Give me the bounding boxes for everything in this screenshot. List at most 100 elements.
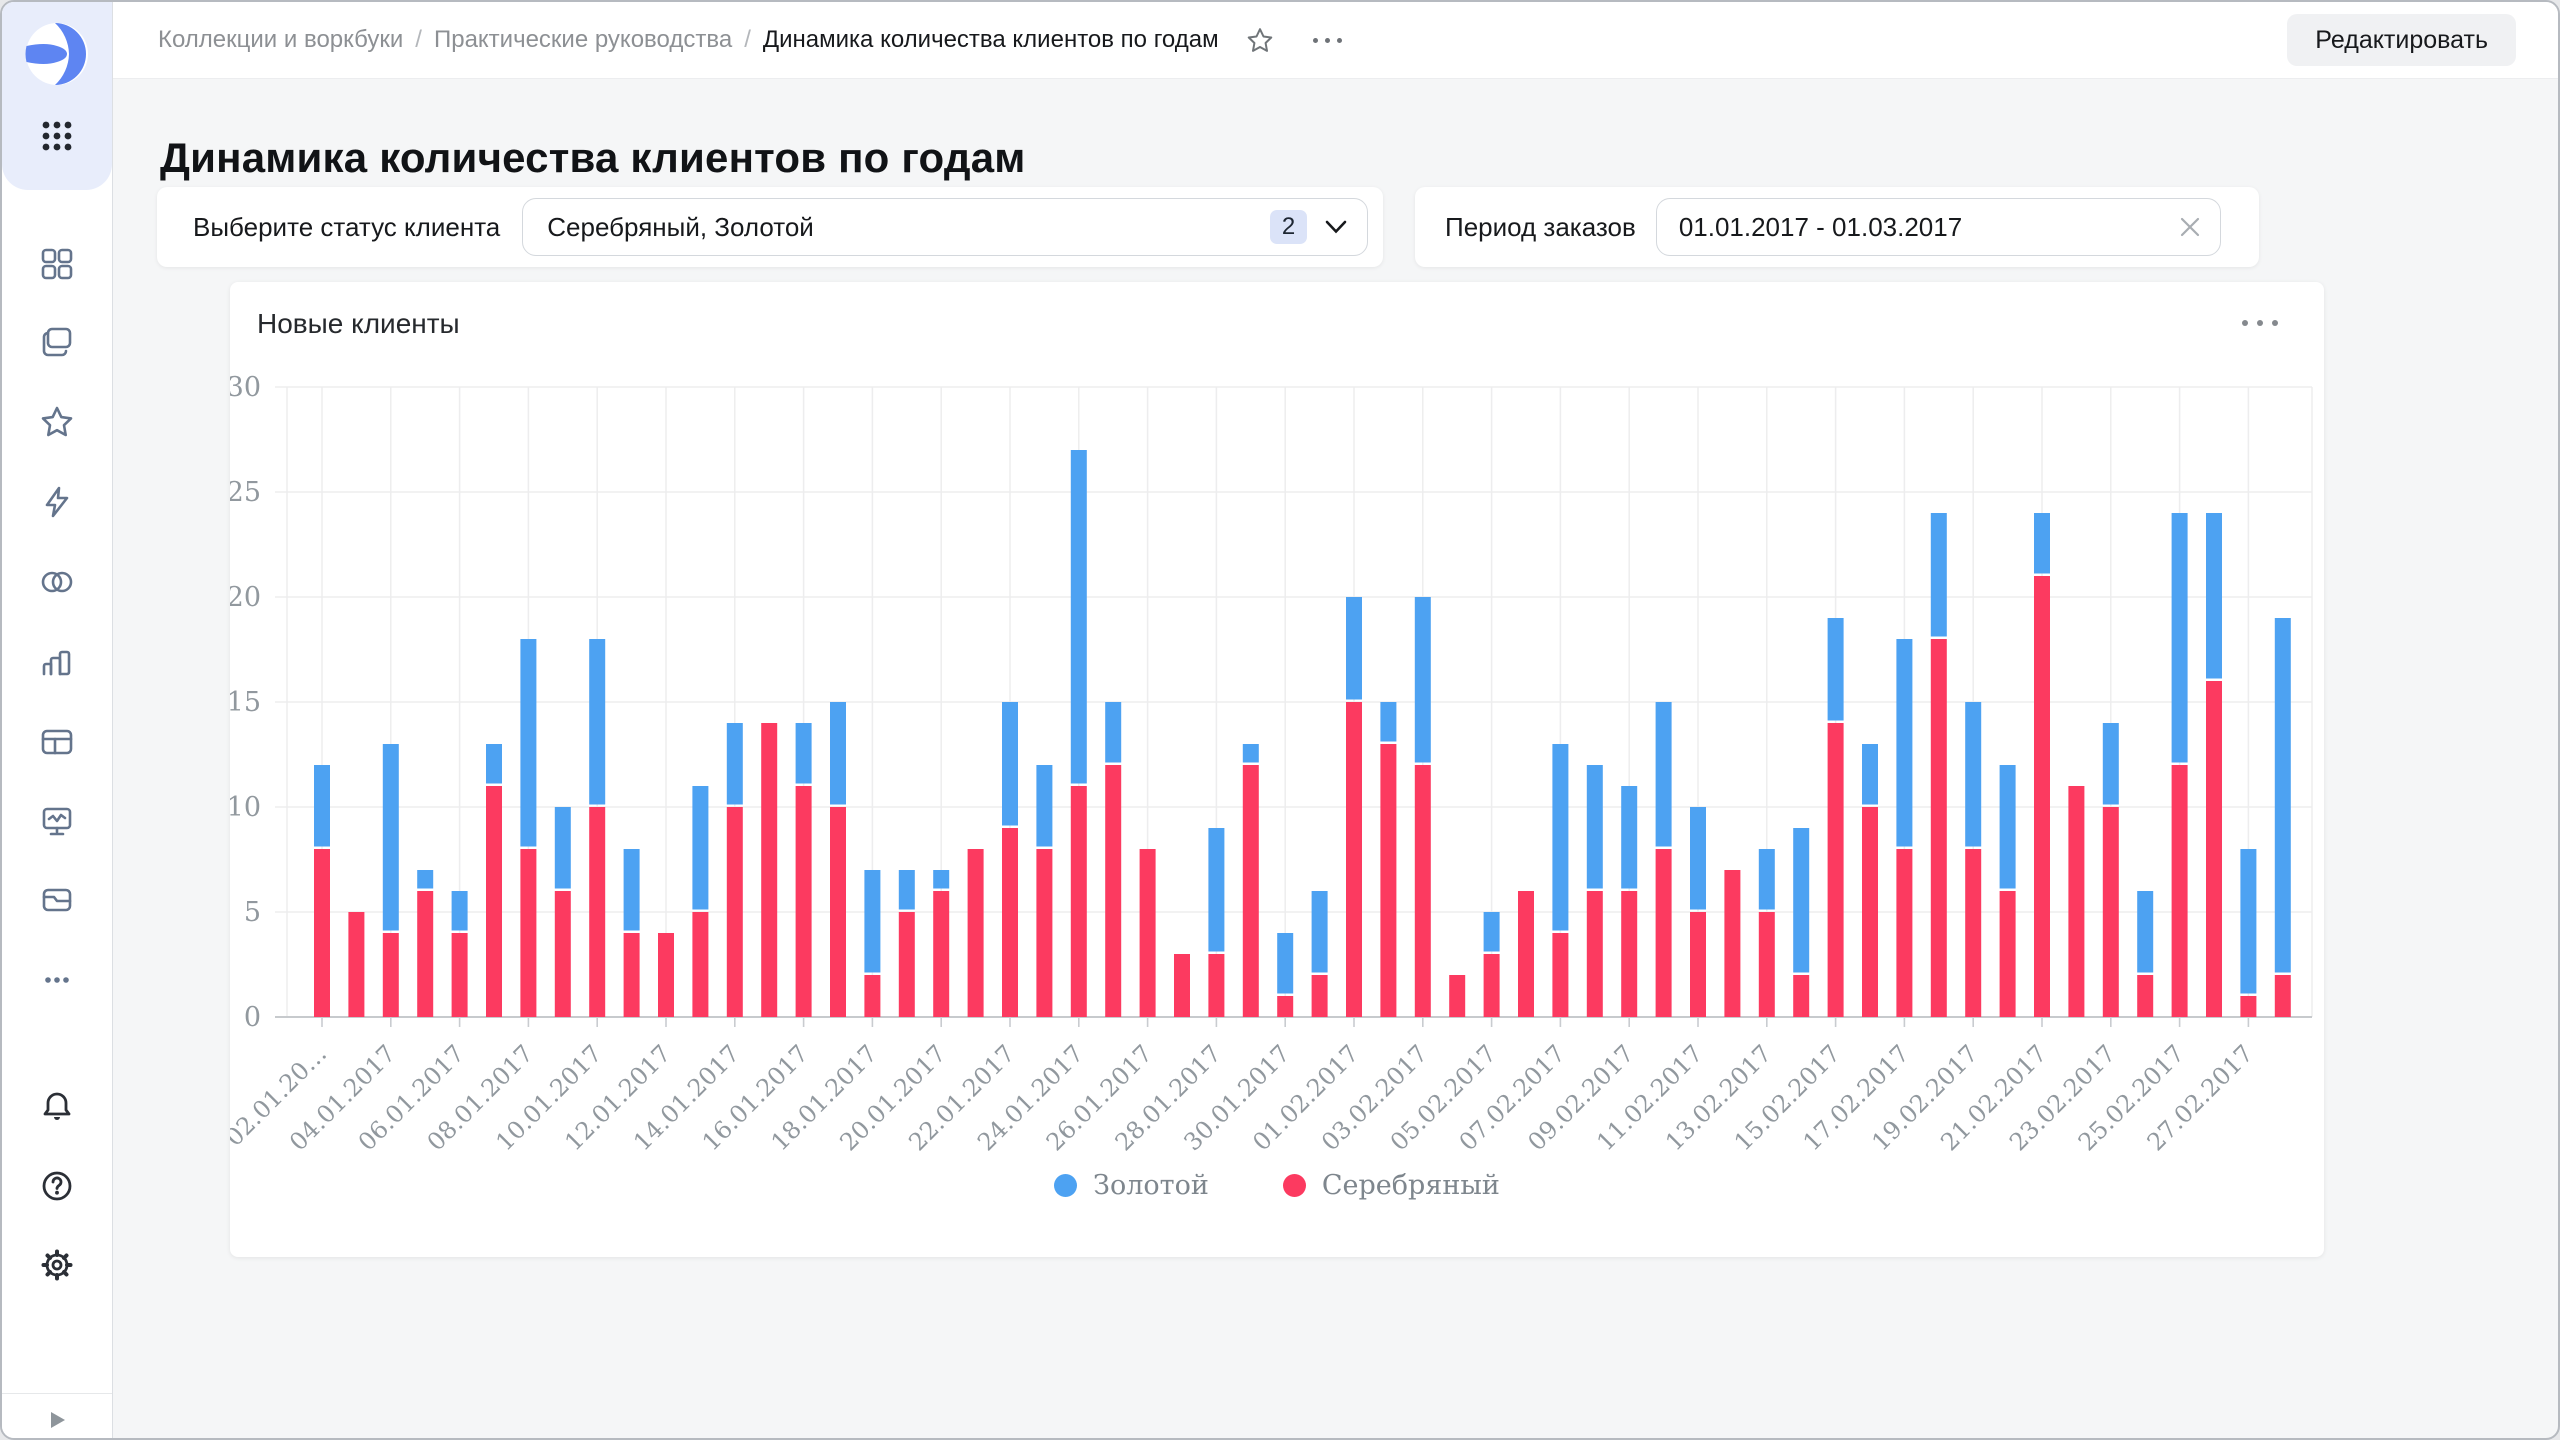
settings-gear-icon[interactable] (39, 1247, 75, 1283)
top-header: Коллекции и воркбуки / Практические руко… (113, 2, 2558, 79)
stacked-bar-chart[interactable]: 05101520253002.01.20…04.01.201706.01.201… (230, 282, 2324, 1162)
datalens-logo-icon[interactable] (25, 22, 89, 86)
period-date-value: 01.01.2017 - 01.03.2017 (1678, 211, 1963, 242)
breadcrumb-separator: / (744, 26, 751, 53)
notifications-bell-icon[interactable] (39, 1089, 75, 1125)
bar-segment-silver (1277, 996, 1294, 1017)
legend-dot-gold (1054, 1174, 1078, 1197)
chart-menu-icon[interactable] (2242, 320, 2278, 326)
legend-item-gold[interactable]: Золотой (1054, 1170, 1209, 1201)
bar-segment-gold (2240, 849, 2257, 994)
bar-segment-silver (2240, 996, 2257, 1017)
bar-segment-gold (2171, 513, 2188, 763)
page-title: Динамика количества клиентов по годам (160, 134, 1026, 182)
workbooks-icon[interactable] (39, 324, 75, 360)
bar-segment-gold (2102, 723, 2119, 805)
bar-segment-gold (692, 786, 709, 910)
y-tick-label: 5 (244, 897, 261, 928)
bar-segment-gold (795, 723, 812, 784)
bar-segment-gold (1999, 765, 2016, 889)
chart-legend: Золотой Серебряный (230, 1170, 2324, 1201)
collections-grid-icon[interactable] (39, 246, 75, 282)
bar-segment-silver (692, 912, 709, 1017)
bar-segment-silver (1724, 870, 1741, 1017)
bar-segment-gold (1586, 765, 1603, 889)
bar-segment-gold (1621, 786, 1638, 889)
bar-segment-gold (864, 870, 881, 973)
apps-grid-icon[interactable] (39, 118, 75, 154)
bar-segment-silver (2034, 576, 2050, 1017)
monitoring-icon[interactable] (39, 804, 75, 840)
y-tick-label: 20 (230, 582, 261, 613)
clear-x-icon[interactable] (2178, 215, 2202, 239)
bar-segment-gold (1070, 450, 1087, 784)
bar-segment-silver (1621, 891, 1638, 1017)
sidebar-divider (2, 1393, 112, 1394)
more-ellipsis-icon[interactable] (39, 962, 75, 998)
bar-segment-silver (1896, 849, 1913, 1017)
bar-segment-silver (1655, 849, 1672, 1017)
datasets-circles-icon[interactable] (39, 564, 75, 600)
breadcrumb-more-icon[interactable] (1312, 37, 1342, 43)
bar-segment-silver (658, 933, 674, 1017)
chart-title: Новые клиенты (257, 308, 460, 339)
expand-sidebar-icon[interactable] (39, 1402, 75, 1438)
bar-segment-silver (1414, 765, 1431, 1017)
bar-segment-gold (382, 744, 399, 931)
favorite-star-icon[interactable] (1245, 25, 1275, 55)
status-filter-card: Выберите статус клиента Серебряный, Золо… (157, 187, 1383, 267)
edit-button[interactable]: Редактировать (2287, 14, 2516, 66)
legend-label-gold: Золотой (1093, 1170, 1209, 1201)
help-icon[interactable] (39, 1168, 75, 1204)
bar-segment-silver (1758, 912, 1775, 1017)
bar-segment-silver (761, 723, 778, 1017)
bar-segment-gold (1105, 702, 1122, 763)
connections-lightning-icon[interactable] (39, 484, 75, 520)
bar-segment-gold (1414, 597, 1431, 763)
bar-segment-silver (1586, 891, 1603, 1017)
bar-segment-gold (486, 744, 502, 784)
bar-segment-silver (933, 891, 950, 1017)
bar-segment-silver (382, 933, 399, 1017)
breadcrumb-guides[interactable]: Практические руководства (433, 26, 733, 53)
y-tick-label: 0 (244, 1002, 261, 1033)
bar-segment-gold (1690, 807, 1706, 910)
bar-segment-silver (864, 975, 881, 1017)
bar-segment-gold (623, 849, 640, 931)
bar-segment-gold (1483, 912, 1500, 952)
tables-icon[interactable] (39, 724, 75, 760)
bar-segment-gold (2206, 513, 2222, 679)
bar-segment-silver (1208, 954, 1225, 1017)
favorites-star-icon[interactable] (39, 404, 75, 440)
bar-segment-silver (451, 933, 468, 1017)
bar-segment-silver (1965, 849, 1982, 1017)
bar-segment-silver (486, 786, 502, 1017)
bar-segment-gold (1896, 639, 1913, 847)
bar-segment-silver (1483, 954, 1500, 1017)
bar-segment-gold (554, 807, 571, 889)
bar-segment-silver (726, 807, 743, 1017)
bar-segment-gold (1036, 765, 1053, 847)
status-select[interactable]: Серебряный, Золотой 2 (522, 198, 1369, 256)
bar-segment-gold (2034, 513, 2050, 574)
bar-segment-silver (1552, 933, 1569, 1017)
bar-segment-silver (554, 891, 571, 1017)
bar-segment-gold (933, 870, 950, 889)
bar-segment-gold (1930, 513, 1947, 637)
y-tick-label: 15 (230, 687, 261, 718)
legend-item-silver[interactable]: Серебряный (1282, 1170, 1500, 1201)
bar-segment-silver (2102, 807, 2119, 1017)
bar-segment-silver (520, 849, 537, 1017)
period-date-input[interactable]: 01.01.2017 - 01.03.2017 (1655, 198, 2221, 256)
y-tick-label: 25 (230, 477, 261, 508)
bar-segment-silver (2171, 765, 2188, 1017)
storage-box-icon[interactable] (39, 882, 75, 918)
charts-bars-icon[interactable] (39, 644, 75, 680)
breadcrumb-collections[interactable]: Коллекции и воркбуки (158, 26, 404, 53)
bar-segment-silver (830, 807, 846, 1017)
bar-segment-silver (1999, 891, 2016, 1017)
bar-segment-silver (1518, 891, 1534, 1017)
breadcrumb: Коллекции и воркбуки / Практические руко… (158, 2, 1342, 78)
bar-segment-silver (1449, 975, 1466, 1017)
